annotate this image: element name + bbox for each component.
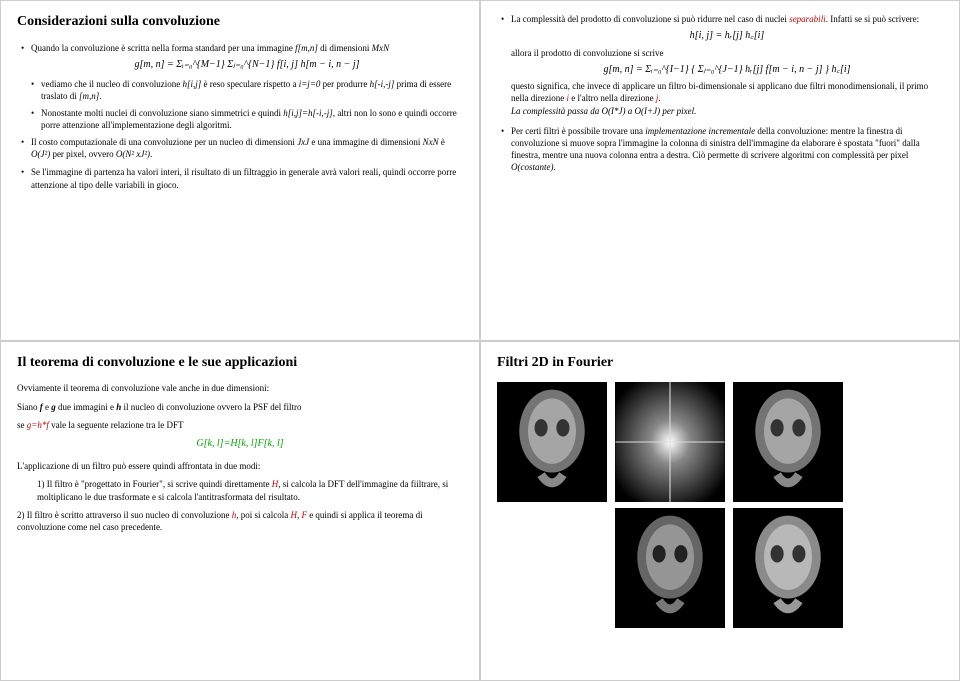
s2b4-pre: La complessità passa da <box>511 106 602 116</box>
slide1-sub1: vediamo che il nucleo di convoluzione h[… <box>41 78 463 102</box>
s1b2-mid2: per produrre <box>320 79 369 89</box>
s2b5-oc: O(costante) <box>511 162 554 172</box>
s1b4-on2j2: O(N² xJ²) <box>116 149 150 159</box>
s2b1-post: . Infatti se si può scrivere: <box>826 14 919 24</box>
s1b4-mid1: e una immagine di dimensioni <box>309 137 422 147</box>
s1b4-pre: Il costo computazionale di una convoluzi… <box>31 137 297 147</box>
slide-convolution-considerations: Considerazioni sulla convoluzione Quando… <box>0 0 480 341</box>
s3n2-mid1: , poi si calcola <box>236 510 290 520</box>
s3p2-mid2: due immagini e <box>56 402 117 412</box>
skull-icon <box>733 382 843 502</box>
s2b3-end: . <box>658 93 660 103</box>
s1b3-sym: h[i,j]=h[-i,-j] <box>283 108 333 118</box>
s3p2-pre: Siano <box>17 402 40 412</box>
slide2-bullet2: Per certi filtri è possibile trovare una… <box>511 125 943 174</box>
s2-formula2: g[m, n] = Σᵢ₌₀^{I−1} { Σⱼ₌₀^{J−1} hᵣ[j] … <box>511 63 943 77</box>
s3p2-post: il nucleo di convoluzione ovvero la PSF … <box>121 402 301 412</box>
slide1-bullet1: Quando la convoluzione è scritta nella f… <box>31 42 463 72</box>
s2b1-sep: separabili <box>789 14 826 24</box>
spectrum-icon <box>615 382 725 502</box>
fourier-spectrum-image-1 <box>615 382 725 502</box>
s2b5-end: . <box>554 162 556 172</box>
s2b1-pre: La complessità del prodotto di convoluzi… <box>511 14 789 24</box>
slide3-title: Il teorema di convoluzione e le sue appl… <box>17 354 463 373</box>
s2b4-c1: O(I*J) <box>602 106 626 116</box>
s2-formula1: h[i, j] = hᵣ[j] h꜀[i] <box>511 29 943 43</box>
s2b5-impl: implementazione incrementale <box>645 126 755 136</box>
s1b2-hij: h[i,j] <box>182 79 201 89</box>
slide1-title: Considerazioni sulla convoluzione <box>17 13 463 32</box>
s3n1-pre: 1) Il filtro è "progettato in Fourier", … <box>37 479 272 489</box>
s2b3-mid: e l'altro nella direzione <box>569 93 656 103</box>
slide4-title: Filtri 2D in Fourier <box>497 354 943 373</box>
s2b5-pre: Per certi filtri è possibile trovare una <box>511 126 645 136</box>
slide-convolution-theorem: Il teorema di convoluzione e le sue appl… <box>0 341 480 681</box>
s3p3-pre: se <box>17 420 27 430</box>
slide-separable-kernels: La complessità del prodotto di convoluzi… <box>480 0 960 341</box>
s1b2-pre: vediamo che il nucleo di convoluzione <box>41 79 182 89</box>
skull-icon <box>733 508 843 628</box>
s1b4-mid2: è <box>439 137 445 147</box>
s3p1: Ovviamente il teorema di convoluzione va… <box>17 382 463 394</box>
image-row-bottom <box>497 508 943 628</box>
s1b2-mid1: è reso speculare rispetto a <box>201 79 298 89</box>
s1b4-nxn: NxN <box>423 137 439 147</box>
ct-scan-image-4 <box>733 508 843 628</box>
s1b1-fmn: f[m,n] <box>295 43 318 53</box>
s1b3-pre: Nonostante molti nuclei di convoluzione … <box>41 108 283 118</box>
s1b2-ij0: i=j=0 <box>299 79 321 89</box>
s3n2: 2) Il filtro è scritto attraverso il suo… <box>17 509 463 533</box>
s3p3-ghf: g=h*f <box>27 420 49 430</box>
slide1-bullet2: Il costo computazionale di una convoluzi… <box>31 136 463 160</box>
s1b4-end: . <box>150 149 152 159</box>
s2b4-mid: a <box>626 106 635 116</box>
s1b2-end: . <box>99 91 101 101</box>
s1b1-post: di dimensioni <box>318 43 372 53</box>
image-row-top <box>497 382 943 502</box>
s2b3: questo significa, che invece di applicar… <box>511 80 943 104</box>
s3n2-pre: 2) Il filtro è scritto attraverso il suo… <box>17 510 232 520</box>
skull-icon <box>615 508 725 628</box>
skull-icon <box>497 382 607 502</box>
s3p3-post: vale la seguente relazione tra le DFT <box>49 420 184 430</box>
s2b4-post: per pixel. <box>660 106 696 116</box>
slide-filters-2d-fourier: Filtri 2D in Fourier <box>480 341 960 681</box>
ct-scan-image-1 <box>497 382 607 502</box>
s3p3: se g=h*f vale la seguente relazione tra … <box>17 419 463 431</box>
s3n1: 1) Il filtro è "progettato in Fourier", … <box>37 478 463 502</box>
s1b1-mxn: MxN <box>372 43 390 53</box>
s1b2-mn: [m,n] <box>79 91 99 101</box>
s2b4-c2: O(I+J) <box>635 106 661 116</box>
s3p2-mid1: e <box>43 402 52 412</box>
ct-scan-image-2 <box>733 382 843 502</box>
slide1-bullet3: Se l'immagine di partenza ha valori inte… <box>31 166 463 190</box>
s3p4: L'applicazione di un filtro può essere q… <box>17 460 463 472</box>
s1b4-oj2: O(J²) <box>31 149 50 159</box>
slide2-bullet1: La complessità del prodotto di convoluzi… <box>511 13 943 117</box>
s3p2: Siano f e g due immagini e h il nucleo d… <box>17 401 463 413</box>
ct-scan-image-3 <box>615 508 725 628</box>
s2b4: La complessità passa da O(I*J) a O(I+J) … <box>511 105 943 117</box>
s1b4-mid3: per pixel, ovvero <box>50 149 116 159</box>
s1b4-jxj: JxJ <box>297 137 309 147</box>
s3-formula1: G[k, l]=H[k, l]F[k, l] <box>17 437 463 451</box>
s1b1-pre: Quando la convoluzione è scritta nella f… <box>31 43 295 53</box>
s2b2: allora il prodotto di convoluzione si sc… <box>511 47 943 59</box>
s1-formula1: g[m, n] = Σᵢ₌₀^{M−1} Σⱼ₌₀^{N−1} f[i, j] … <box>31 58 463 72</box>
s1b2-hneg: h[-i,-j] <box>370 79 395 89</box>
slide1-sub2: Nonostante molti nuclei di convoluzione … <box>41 107 463 131</box>
